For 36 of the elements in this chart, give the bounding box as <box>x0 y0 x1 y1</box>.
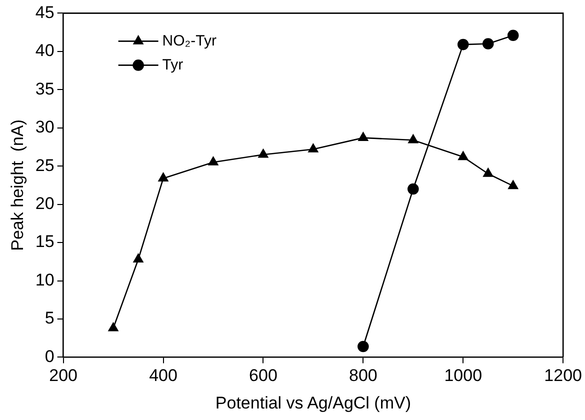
y-axis-title: Peak height (nA) <box>8 120 27 251</box>
point <box>408 134 418 144</box>
x-tick-label: 1000 <box>444 366 482 386</box>
x-tick-label: 1200 <box>544 366 582 386</box>
point <box>483 168 494 177</box>
y-tick-label: 10 <box>35 270 54 290</box>
point <box>258 148 268 158</box>
y-tick-label: 15 <box>35 232 54 252</box>
x-tick-label: 400 <box>149 366 178 386</box>
point <box>308 144 318 152</box>
point <box>108 322 118 332</box>
legend-label: Tyr <box>162 56 184 74</box>
point <box>358 340 369 352</box>
x-axis-title: Potential vs Ag/AgCl (mV) <box>215 393 411 412</box>
point <box>208 156 218 166</box>
point <box>408 183 419 195</box>
y-tick-label: 20 <box>35 194 54 213</box>
point <box>158 172 168 182</box>
x-tick-label: 800 <box>348 366 378 386</box>
point <box>482 38 494 50</box>
y-tick-label: 25 <box>35 156 54 175</box>
y-tick-label: 5 <box>44 308 54 328</box>
point <box>457 38 469 50</box>
y-tick-label: 40 <box>35 41 54 60</box>
point <box>508 180 518 190</box>
y-tick-label: 35 <box>35 79 54 98</box>
y-tick-label: 0 <box>44 346 54 366</box>
y-tick-label: 45 <box>35 2 54 22</box>
point <box>507 30 519 42</box>
x-tick-label: 200 <box>49 366 78 386</box>
legend-label: NO₂-Tyr <box>162 32 216 50</box>
point <box>358 132 368 141</box>
point <box>458 151 468 160</box>
y-tick-label: 30 <box>35 118 54 137</box>
x-tick-label: 600 <box>249 366 278 386</box>
point <box>133 254 144 262</box>
